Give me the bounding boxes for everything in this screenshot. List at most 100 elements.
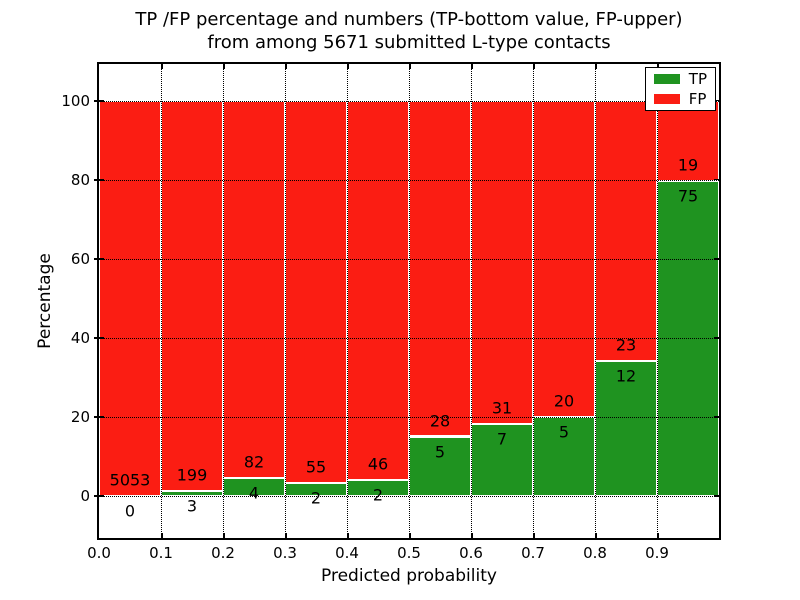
y-tick-label: 100: [61, 91, 90, 110]
fp-bar: [471, 100, 533, 424]
x-tick-label: 0.6: [459, 544, 483, 562]
tp-bar: [595, 360, 657, 497]
tp-count-label: 5: [434, 442, 446, 461]
x-axis-tick: [595, 533, 597, 538]
x-axis-label: Predicted probability: [321, 566, 497, 586]
x-tick-label: 0.0: [87, 544, 111, 562]
x-axis-tick: [161, 533, 163, 538]
y-axis-tick: [94, 337, 104, 340]
y-axis-tick: [94, 178, 104, 181]
x-axis-tick: [657, 64, 659, 69]
x-axis-tick: [409, 64, 411, 69]
tp-count-label: 0: [124, 501, 136, 521]
x-axis-tick: [223, 64, 225, 69]
chart-title: TP /FP percentage and numbers (TP-bottom…: [97, 8, 721, 54]
fp-legend-label: FP: [688, 90, 707, 108]
x-tick-label: 0.3: [273, 544, 297, 562]
tp-bar: [533, 417, 595, 497]
tp-count-label: 2: [310, 488, 322, 508]
x-axis-tick: [533, 533, 535, 538]
vertical-gridline: [347, 64, 348, 538]
fp-bar: [285, 100, 347, 483]
fp-count-label: 20: [553, 391, 575, 411]
y-axis-tick: [94, 99, 104, 102]
y-tick-label: 40: [70, 329, 90, 348]
y-axis-tick: [714, 337, 719, 339]
fp-bar: [161, 100, 223, 491]
y-tick-label: 20: [70, 408, 90, 427]
fp-bar: [595, 100, 657, 361]
vertical-gridline: [657, 64, 658, 538]
vertical-gridline: [471, 64, 472, 538]
tp-legend-label: TP: [688, 70, 707, 88]
fp-bar: [99, 100, 161, 497]
fp-count-label: 19: [677, 155, 699, 175]
fp-bar: [409, 100, 471, 437]
x-tick-label: 0.9: [645, 544, 669, 562]
y-tick-label: 80: [70, 170, 90, 189]
fp-count-label: 23: [615, 335, 637, 355]
x-axis-tick: [347, 533, 349, 538]
legend: TP FP: [644, 67, 716, 111]
x-tick-label: 0.8: [583, 544, 607, 562]
fp-legend-swatch: [653, 94, 680, 104]
plot-area: TP FP 5053 0 199 3 82 4 55 2 46 2 28 5 31 7 20 5 23 12 19 7…: [61, 62, 721, 562]
tp-count-label: 4: [248, 483, 260, 503]
x-axis-tick: [223, 533, 225, 538]
fp-count-label: 28: [429, 411, 451, 430]
legend-item-tp: TP: [653, 70, 707, 88]
vertical-gridline: [285, 64, 286, 538]
x-tick-label: 0.7: [521, 544, 545, 562]
y-tick-label: 0: [80, 487, 90, 506]
tp-count-label: 75: [677, 186, 699, 206]
chart-title-line1: TP /FP percentage and numbers (TP-bottom…: [135, 9, 683, 30]
tp-bar: [409, 436, 471, 497]
y-axis-tick: [714, 99, 719, 102]
vertical-gridline: [533, 64, 534, 538]
tp-count-label: 12: [615, 366, 637, 386]
y-axis-tick: [94, 258, 104, 261]
tp-bar: [471, 423, 533, 497]
y-axis-tick: [94, 416, 104, 419]
x-axis-tick: [595, 64, 597, 69]
x-axis-tick: [347, 64, 349, 69]
fp-count-label: 82: [243, 452, 265, 472]
y-axis-tick: [714, 178, 719, 181]
legend-item-fp: FP: [653, 90, 707, 108]
x-axis-tick: [409, 533, 411, 538]
x-tick-label: 0.5: [397, 544, 421, 562]
x-axis-tick: [471, 64, 473, 69]
x-axis-tick: [285, 64, 287, 69]
fp-bar: [533, 100, 595, 418]
vertical-gridline: [223, 64, 224, 538]
vertical-gridline: [161, 64, 162, 538]
tp-count-label: 5: [558, 422, 570, 442]
x-axis-tick: [285, 533, 287, 538]
fp-count-label: 199: [176, 465, 208, 485]
fp-count-label: 31: [491, 398, 513, 418]
tp-count-label: 3: [186, 496, 198, 516]
x-axis-tick: [471, 533, 473, 538]
y-axis-tick: [714, 258, 719, 260]
vertical-gridline: [595, 64, 596, 538]
chart-title-line2: from among 5671 submitted L-type contact…: [207, 32, 611, 53]
x-tick-label: 0.4: [335, 544, 359, 562]
y-axis-tick: [94, 495, 104, 498]
x-tick-label: 0.1: [149, 544, 173, 562]
x-axis-tick: [657, 533, 659, 538]
fp-count-label: 46: [367, 454, 389, 474]
fp-count-label: 55: [305, 457, 327, 477]
x-axis-tick: [533, 64, 535, 69]
tp-count-label: 7: [496, 429, 508, 449]
tp-count-label: 2: [372, 485, 384, 505]
y-tick-label: 60: [70, 250, 90, 269]
y-axis-tick: [714, 416, 719, 418]
x-axis-tick: [161, 64, 163, 69]
fp-count-label: 5053: [109, 470, 151, 490]
fp-bar: [347, 100, 409, 480]
x-tick-label: 0.2: [211, 544, 235, 562]
y-axis-tick: [714, 495, 719, 497]
fp-bar: [223, 100, 285, 479]
tp-legend-swatch: [653, 74, 680, 84]
